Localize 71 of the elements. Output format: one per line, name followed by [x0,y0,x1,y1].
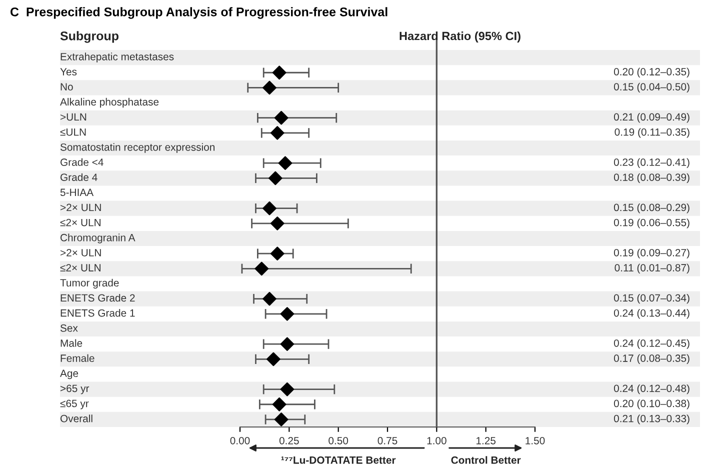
data-label: 0.20 (0.12–0.35) [614,68,690,78]
data-label: 0.15 (0.04–0.50) [614,82,690,93]
y-tick-label: No [60,83,73,90]
x-tick-label: 1.00 [427,436,446,444]
x-tick-label: 1.25 [476,436,496,444]
y-tick-label: Tumor grade [60,278,119,289]
data-label: 0.11 (0.01–0.87) [614,264,690,274]
x-tick-label: 0.25 [279,436,299,444]
point [280,337,294,351]
y-tick-label: ≤ULN [60,128,86,136]
point [262,292,276,306]
point [262,80,276,95]
y-tick-label: Sex [60,324,78,332]
data-label: 0.15 (0.07–0.34) [614,294,690,304]
y-tick-label: ENETS Grade 2 [60,294,135,302]
y-tick-label: Female [60,354,94,362]
text: ¹⁷⁷Lu-DOTATATE Better [281,456,396,464]
point [272,66,286,80]
data-label: 0.24 (0.13–0.44) [614,309,690,319]
y-tick-label: ≤2× ULN [60,264,100,272]
x-tick-label: 0.75 [378,436,398,444]
data-label: 0.19 (0.06–0.55) [614,218,690,228]
point [280,306,294,321]
point [270,216,284,230]
y-tick-label: ≤65 yr [60,400,89,410]
text: Subgroup [60,31,118,43]
point [270,246,284,260]
y-tick-label: ≤2× ULN [60,218,100,226]
point [278,156,292,170]
y-tick-label: 5-HIAA [60,188,94,196]
y-tick-label: Extrahepatic metastases [60,52,174,62]
point [270,126,284,140]
data-label: 0.21 (0.13–0.33) [614,414,690,424]
point [274,110,288,125]
data-label: 0.15 (0.08–0.29) [614,203,690,214]
y-tick-label: Male [60,339,82,347]
y-tick-label: Alkaline phosphatase [60,98,159,108]
data-label: 0.21 (0.09–0.49) [614,113,690,123]
y-tick-label: Age [60,370,78,380]
data-label: 0.24 (0.12–0.45) [614,339,690,349]
point [266,352,280,366]
y-tick-label: Overall [60,414,92,422]
data-label: 0.23 (0.12–0.41) [614,158,690,168]
x-tick-label: 0.50 [328,436,348,444]
data-label: 0.19 (0.09–0.27) [614,248,690,258]
point [280,382,294,396]
data-label: 0.19 (0.11–0.35) [614,128,690,138]
text: Control Better [451,456,521,464]
point [268,171,282,186]
x-tick-label: 1.50 [526,436,545,444]
y-tick-label: >2× ULN [60,249,101,256]
y-tick-label: >ULN [60,113,86,121]
x-tick-label: 0.00 [230,436,250,444]
y-tick-label: Grade 4 [60,173,98,181]
data-label: 0.18 (0.08–0.39) [614,173,690,184]
chart-title: C Prespecified Subgroup Analysis of Progression-free Survival [10,7,388,19]
point [274,412,288,426]
y-tick-label: Somatostatin receptor expression [60,143,214,153]
annotation: Hazard Ratio (95% CI) [400,32,520,43]
y-tick-label: Yes [60,68,77,76]
data-label: 0.17 (0.08–0.35) [614,354,690,364]
y-tick-label: Grade <4 [60,158,104,166]
point [254,262,269,276]
data-label: 0.24 (0.12–0.48) [614,384,690,394]
point [262,201,276,216]
y-tick-label: >2× ULN [60,204,101,212]
y-tick-label: ENETS Grade 1 [60,309,135,317]
data-label: 0.20 (0.10–0.38) [614,400,690,410]
point [272,397,286,412]
y-tick-label: Chromogranin A [60,234,136,244]
y-tick-label: >65 yr [60,384,90,394]
